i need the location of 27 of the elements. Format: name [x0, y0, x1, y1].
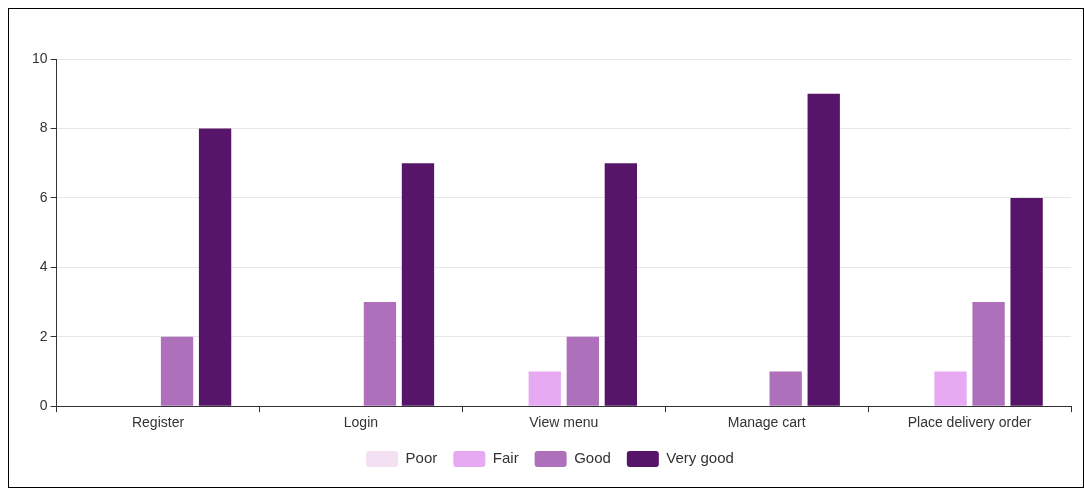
bar: [566, 336, 599, 406]
bar: [363, 302, 397, 406]
bar: [934, 371, 967, 406]
bar: [528, 371, 561, 406]
x-tick-label: Register: [131, 414, 185, 431]
bar: [1010, 197, 1043, 406]
legend-label: Good: [574, 449, 611, 467]
bar: [198, 128, 232, 406]
bar: [160, 336, 194, 406]
x-tick-label: Login: [343, 414, 379, 431]
bar: [401, 163, 435, 406]
y-tick-label: 8: [39, 119, 48, 136]
y-tick-label: 4: [39, 258, 48, 275]
bar: [604, 163, 638, 406]
legend-label: Fair: [492, 449, 519, 467]
legend-label: Poor: [405, 449, 438, 467]
y-tick-label: 10: [31, 49, 48, 66]
bar: [972, 302, 1005, 406]
x-tick-label: View menu: [529, 414, 599, 431]
x-tick-label: Manage cart: [727, 414, 806, 431]
bar: [807, 93, 840, 406]
x-tick-label: Place delivery order: [907, 414, 1032, 431]
y-tick-label: 0: [39, 397, 48, 414]
y-tick-label: 6: [39, 188, 48, 205]
y-tick-label: 2: [39, 327, 48, 344]
bar: [769, 371, 802, 406]
legend-label: Very good: [666, 449, 734, 467]
